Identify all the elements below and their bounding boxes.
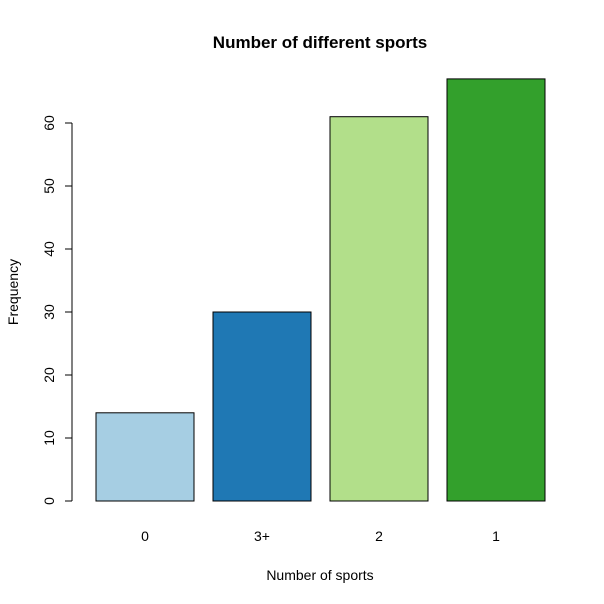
y-axis-label: Frequency [5,259,21,325]
x-tick-label: 3+ [254,528,270,544]
y-tick-label: 20 [41,367,57,383]
y-tick-label: 10 [41,430,57,446]
chart-title: Number of different sports [213,33,427,52]
y-axis: 0 10 20 30 40 50 60 [41,115,73,505]
y-tick-label: 50 [41,178,57,194]
bar-2 [329,116,429,502]
x-tick-label: 2 [375,528,383,544]
bar-3+ [212,311,312,502]
bar-0 [95,412,195,502]
y-tick-label: 30 [41,304,57,320]
x-tick-labels: 0 3+ 2 1 [141,528,500,544]
x-tick-label: 0 [141,528,149,544]
bar-1 [446,78,546,502]
x-axis-label: Number of sports [266,567,373,583]
y-tick-label: 40 [41,241,57,257]
x-tick-label: 1 [492,528,500,544]
y-tick-label: 60 [41,115,57,131]
bars-group [95,78,546,502]
y-tick-label: 0 [41,497,57,505]
